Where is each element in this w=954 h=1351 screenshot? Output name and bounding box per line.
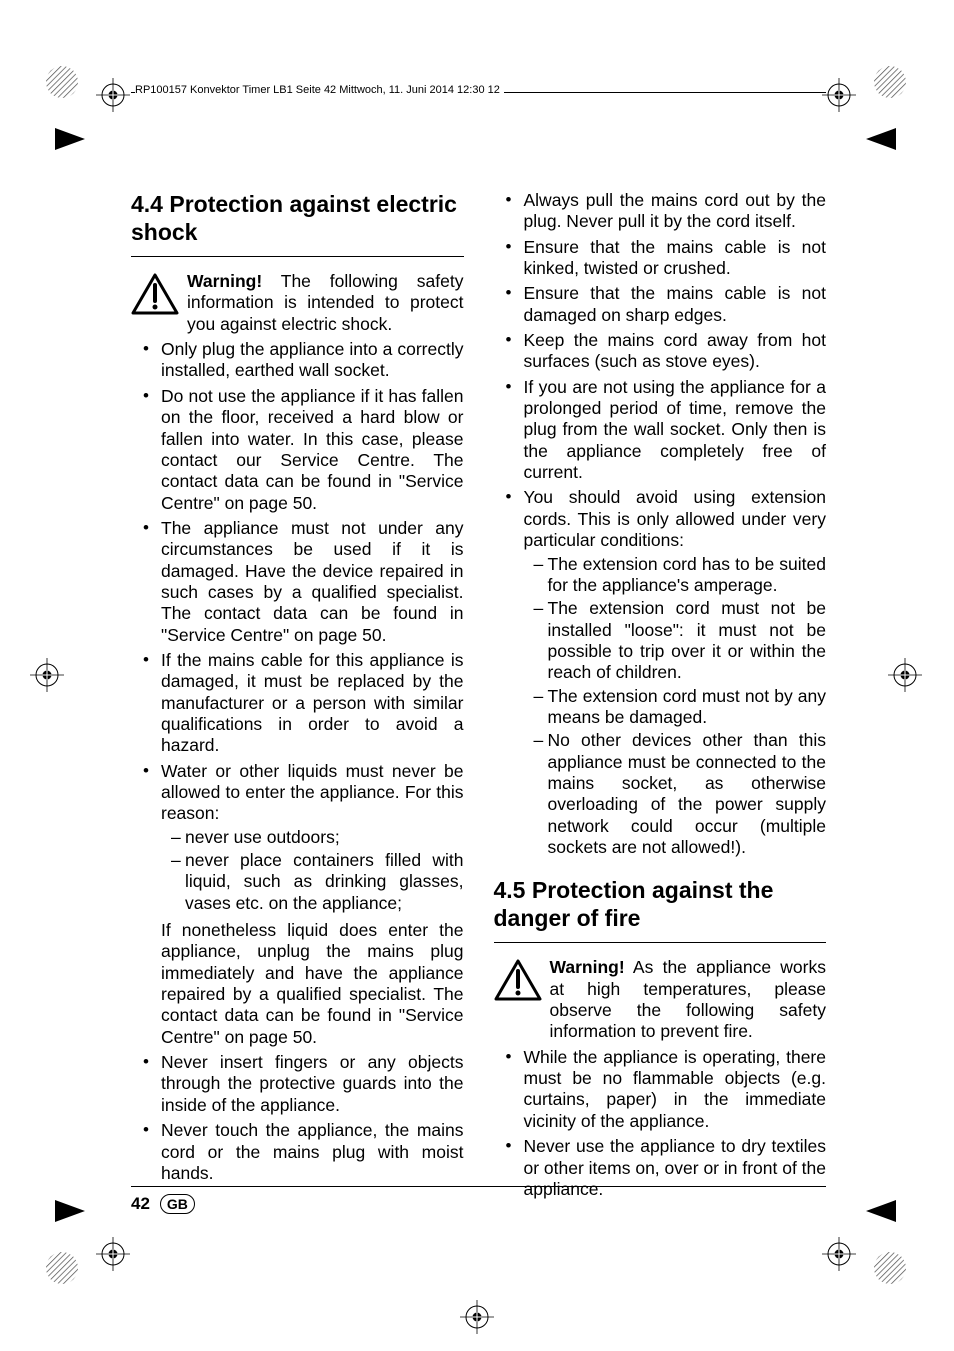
country-badge: GB: [160, 1194, 195, 1214]
triangle-bot-right: [866, 1200, 896, 1222]
sub-item: never use outdoors;: [161, 827, 464, 848]
page: RP100157 Konvektor Timer LB1 Seite 42 Mi…: [0, 0, 954, 1351]
warning-text: Warning! The following safety informatio…: [187, 271, 464, 334]
list-item: The appliance must not under any circums…: [131, 518, 464, 646]
heading-rule-2: [494, 942, 827, 943]
spacer: [494, 862, 827, 876]
ext-intro: You should avoid using extension cords. …: [524, 487, 827, 550]
warning-block-2: Warning! As the appliance works at high …: [494, 957, 827, 1042]
water-intro: Water or other liquids must never be all…: [161, 761, 464, 824]
running-header: RP100157 Konvektor Timer LB1 Seite 42 Mi…: [135, 84, 504, 96]
water-continuation: If nonetheless liquid does enter the app…: [131, 920, 464, 1048]
sub-list-extension: The extension cord has to be suited for …: [524, 554, 827, 859]
heading-4-4: 4.4 Protection against electric shock: [131, 190, 464, 246]
registration-mid-right: [888, 658, 922, 692]
list-item-extension: You should avoid using extension cords. …: [494, 487, 827, 858]
hatched-corner-tl: [42, 62, 82, 102]
list-item: Keep the mains cord away from hot surfac…: [494, 330, 827, 373]
list-item: Do not use the appliance if it has falle…: [131, 386, 464, 514]
sub-list-water: never use outdoors; never place containe…: [161, 827, 464, 914]
registration-top-right-circle: [822, 78, 856, 112]
triangle-top-left: [55, 128, 85, 150]
triangle-top-right: [866, 128, 896, 150]
warning-icon: [131, 273, 179, 315]
sub-item: The extension cord must not by any means…: [524, 686, 827, 729]
hatched-corner-br: [870, 1248, 910, 1288]
bullet-list-d: While the appliance is operating, there …: [494, 1047, 827, 1200]
registration-top-left-circle: [96, 78, 130, 112]
heading-rule: [131, 256, 464, 257]
warning-icon: [494, 959, 542, 1001]
list-item: Never insert fingers or any objects thro…: [131, 1052, 464, 1116]
list-item: Never touch the appliance, the mains cor…: [131, 1120, 464, 1184]
heading-4-5: 4.5 Protection against the danger of fir…: [494, 876, 827, 932]
content-area: 4.4 Protection against electric shock Wa…: [131, 190, 826, 1204]
warning-block-1: Warning! The following safety informatio…: [131, 271, 464, 335]
registration-bot-right-circle: [822, 1237, 856, 1271]
page-number: 42: [131, 1194, 150, 1214]
bullet-list-b: Never insert fingers or any objects thro…: [131, 1052, 464, 1184]
registration-mid-left: [30, 658, 64, 692]
list-item-water: Water or other liquids must never be all…: [131, 761, 464, 914]
warning-text-2: Warning! As the appliance works at high …: [550, 957, 827, 1041]
sub-item: The extension cord has to be suited for …: [524, 554, 827, 597]
list-item: If you are not using the appliance for a…: [494, 377, 827, 484]
footer-rule: [131, 1186, 826, 1187]
sub-item: never place containers filled with liqui…: [161, 850, 464, 914]
hatched-corner-tr: [870, 62, 910, 102]
list-item: Only plug the appliance into a correctly…: [131, 339, 464, 382]
list-item: If the mains cable for this appliance is…: [131, 650, 464, 757]
registration-bot-left-circle: [96, 1237, 130, 1271]
list-item: Never use the appliance to dry textiles …: [494, 1136, 827, 1200]
list-item: Ensure that the mains cable is not kinke…: [494, 237, 827, 280]
warning-label-2: Warning!: [550, 957, 625, 977]
list-item: Always pull the mains cord out by the pl…: [494, 190, 827, 233]
list-item: Ensure that the mains cable is not damag…: [494, 283, 827, 326]
warning-label: Warning!: [187, 271, 262, 291]
bullet-list-a: Only plug the appliance into a correctly…: [131, 339, 464, 914]
footer: 42 GB: [131, 1194, 195, 1214]
registration-bot-mid-circle: [460, 1300, 494, 1334]
list-item: While the appliance is operating, there …: [494, 1047, 827, 1132]
hatched-corner-bl: [42, 1248, 82, 1288]
triangle-bot-left: [55, 1200, 85, 1222]
sub-item: No other devices other than this applian…: [524, 730, 827, 858]
bullet-list-c: Always pull the mains cord out by the pl…: [494, 190, 827, 858]
sub-item: The extension cord must not be installed…: [524, 598, 827, 683]
column-left: 4.4 Protection against electric shock Wa…: [131, 190, 464, 1204]
column-right: Always pull the mains cord out by the pl…: [494, 190, 827, 1204]
